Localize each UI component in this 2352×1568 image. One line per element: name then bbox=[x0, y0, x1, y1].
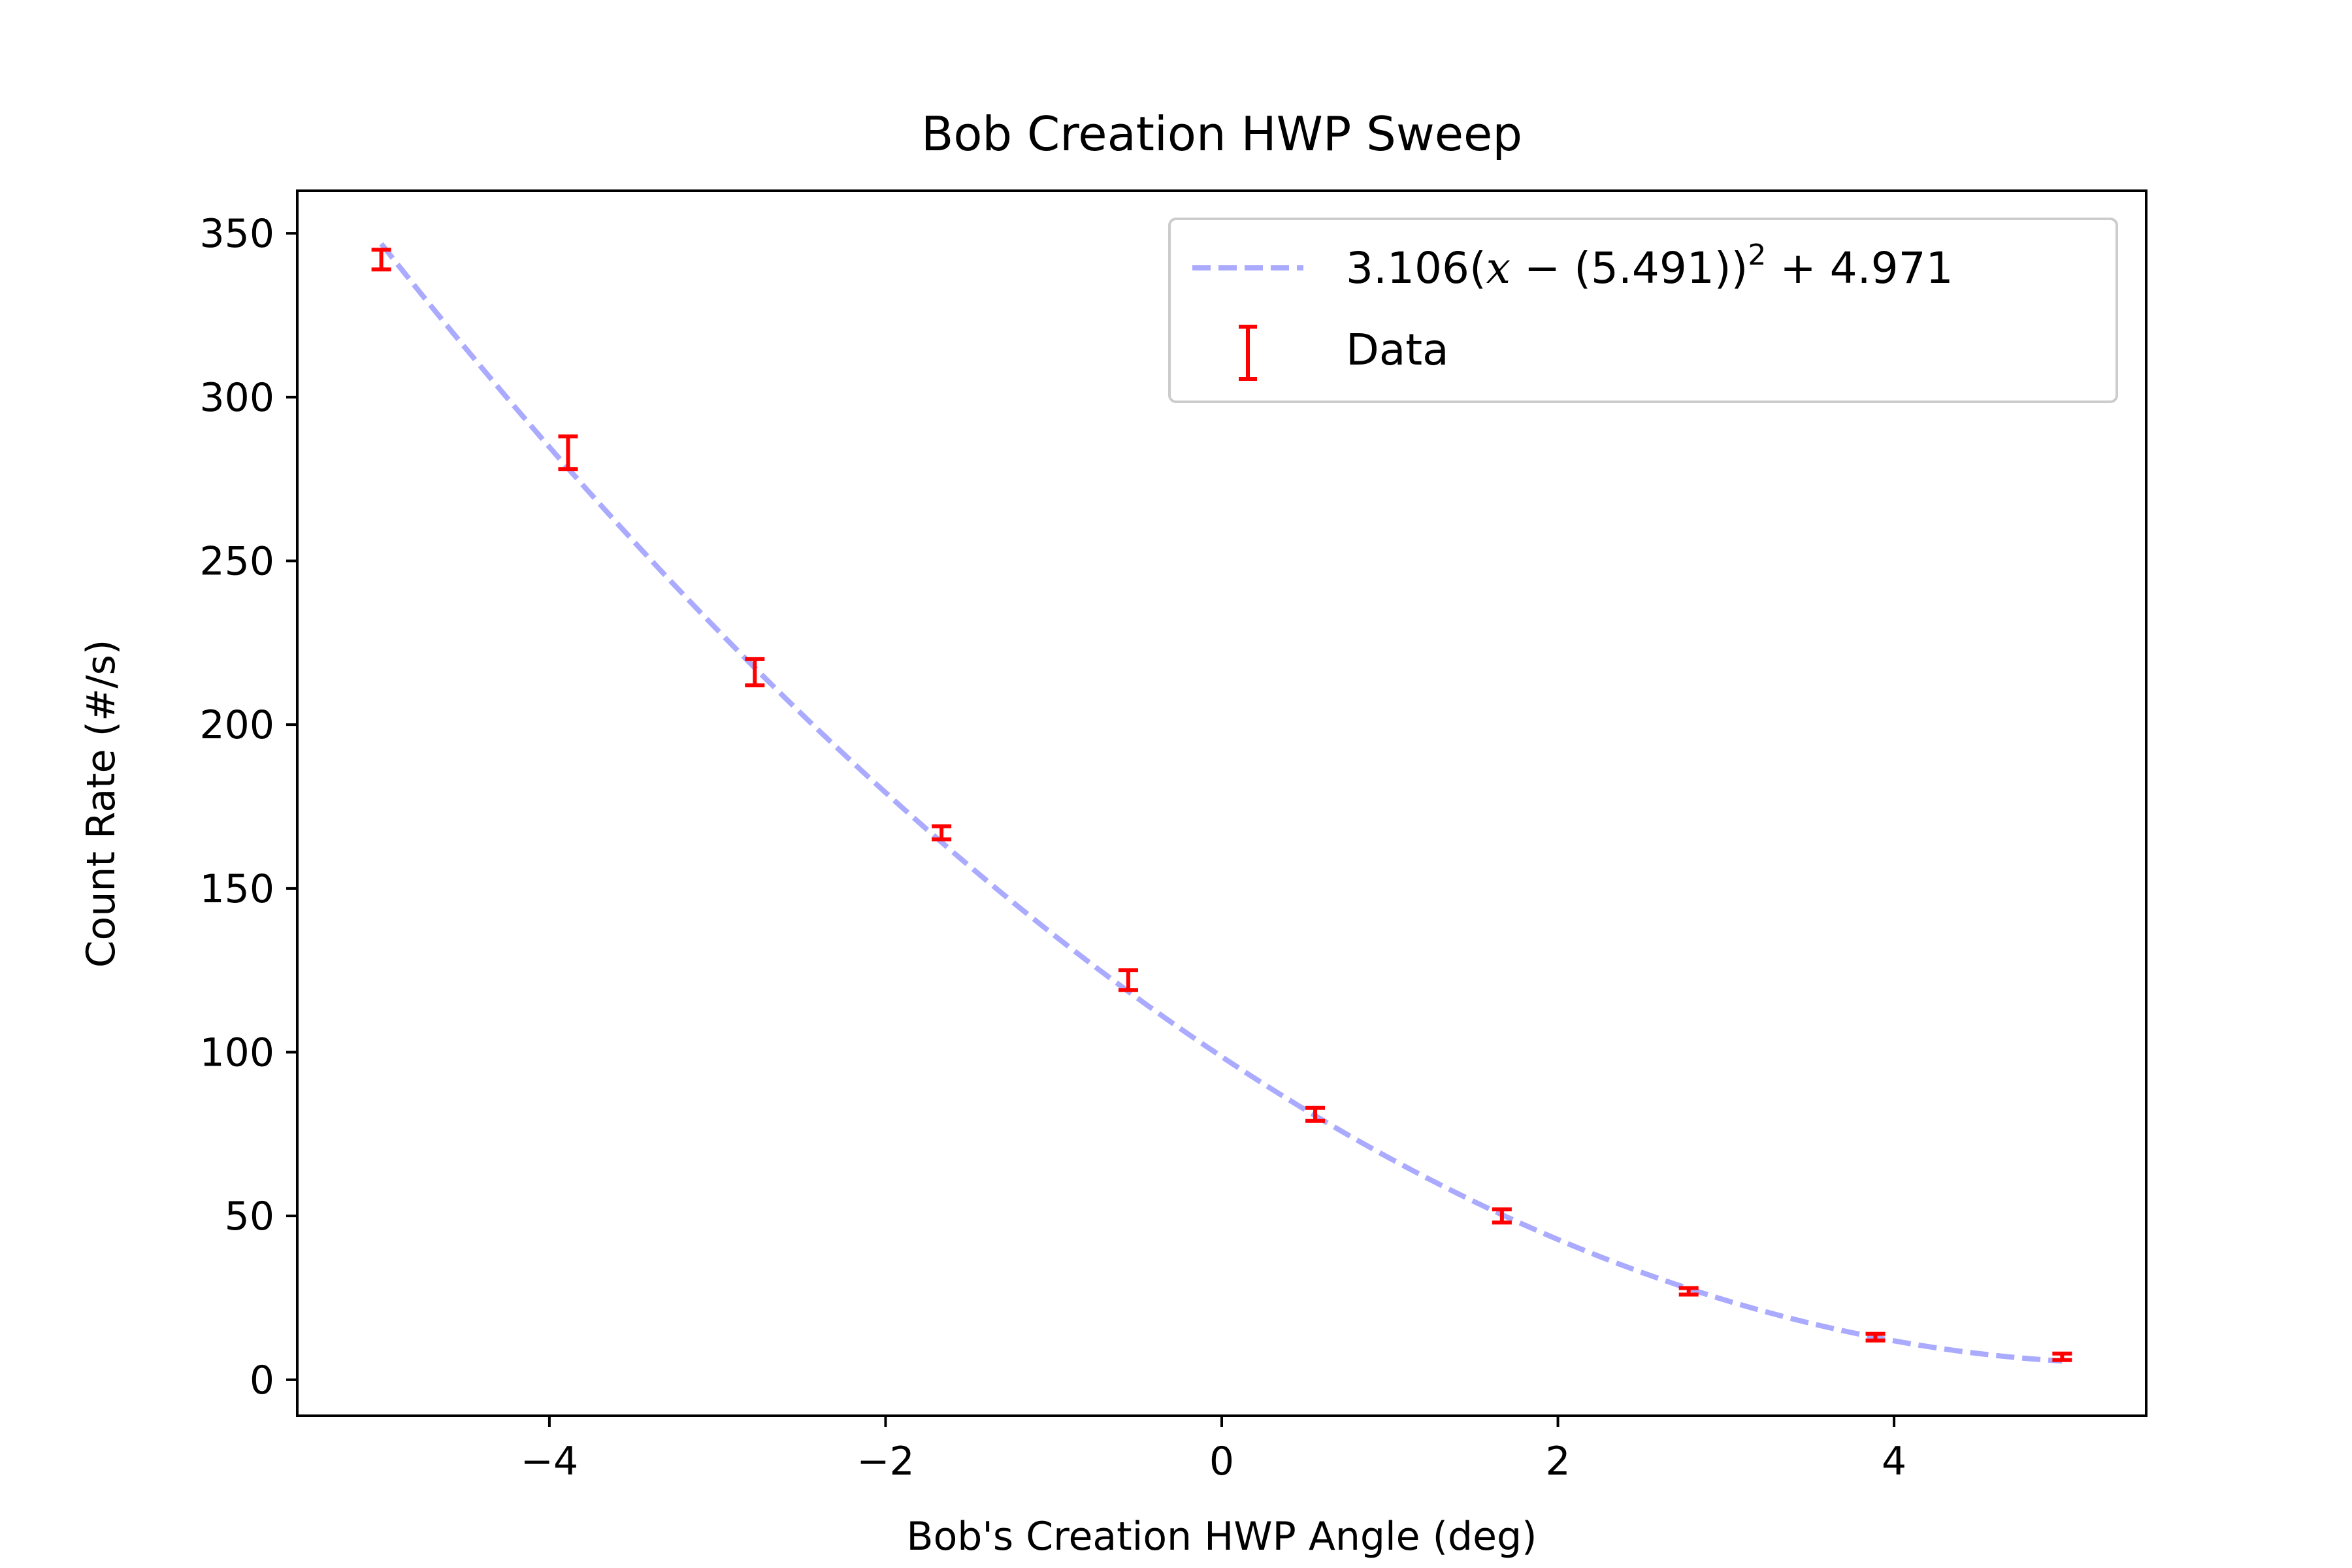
y-tick-label: 150 bbox=[199, 866, 274, 912]
data-point bbox=[1118, 968, 1138, 992]
x-tick-label: 4 bbox=[1882, 1439, 1906, 1484]
fit-curve bbox=[379, 242, 2063, 1364]
y-tick-label: 250 bbox=[199, 539, 274, 585]
legend-fit-lead: 3.106( bbox=[1346, 243, 1486, 293]
legend-data-label: Data bbox=[1346, 325, 1449, 375]
y-tick-label: 50 bbox=[225, 1194, 274, 1239]
data-point bbox=[371, 248, 391, 272]
y-axis-title: Count Rate (#/s) bbox=[78, 640, 124, 968]
y-tick-label: 0 bbox=[250, 1358, 274, 1403]
fit-line-layer bbox=[379, 242, 2063, 1364]
data-point bbox=[932, 824, 952, 841]
data-layer bbox=[371, 248, 2072, 1362]
y-tick-label: 100 bbox=[199, 1030, 274, 1076]
y-tick-label: 200 bbox=[199, 702, 274, 748]
legend: 3.106(x − (5.491))2 + 4.971 Data bbox=[1168, 218, 2118, 403]
y-tick-label: 350 bbox=[199, 211, 274, 257]
x-tick-label: 2 bbox=[1545, 1439, 1570, 1484]
legend-box bbox=[1168, 218, 2118, 403]
data-point bbox=[1865, 1331, 1886, 1343]
x-tick-label: −2 bbox=[857, 1439, 914, 1484]
legend-fit-exp: 2 bbox=[1748, 238, 1766, 272]
x-axis: −4 −2 0 2 4 bbox=[521, 1416, 1906, 1484]
data-point bbox=[2052, 1351, 2072, 1362]
x-axis-title: Bob's Creation HWP Angle (deg) bbox=[906, 1514, 1537, 1560]
legend-fit-tail: + 4.971 bbox=[1766, 243, 1953, 293]
x-tick-label: −4 bbox=[521, 1439, 578, 1484]
y-axis: 0 50 100 150 200 250 300 350 bbox=[199, 211, 297, 1403]
legend-fit-var: x bbox=[1486, 243, 1511, 293]
legend-fit-label: 3.106(x − (5.491))2 + 4.971 bbox=[1346, 238, 1953, 293]
y-tick-label: 300 bbox=[199, 375, 274, 421]
data-point bbox=[558, 434, 578, 472]
legend-data-swatch bbox=[1239, 325, 1257, 381]
data-point bbox=[1492, 1207, 1512, 1225]
data-point bbox=[745, 657, 765, 688]
chart-title: Bob Creation HWP Sweep bbox=[921, 106, 1522, 161]
x-tick-label: 0 bbox=[1209, 1439, 1234, 1484]
data-point bbox=[1678, 1286, 1699, 1297]
data-point bbox=[1305, 1105, 1326, 1123]
legend-fit-mid: − (5.491)) bbox=[1511, 243, 1748, 293]
